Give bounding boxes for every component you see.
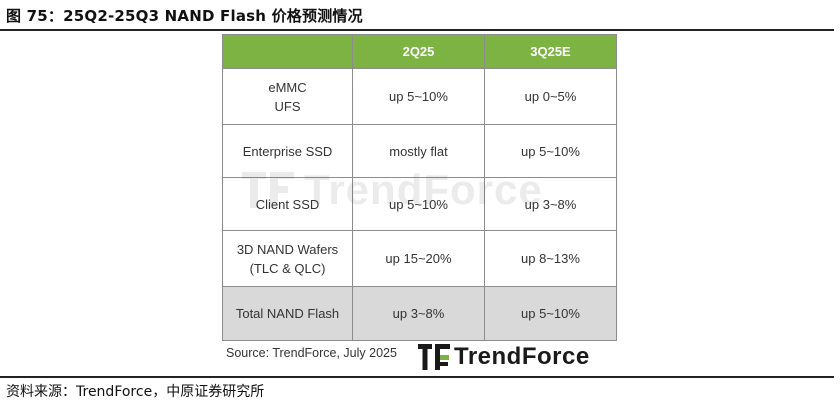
top-rule [0,29,834,31]
cell-3q25e: up 5~10% [484,124,617,178]
cell-2q25: up 5~10% [352,177,485,231]
cell-3q25e: up 8~13% [484,230,617,287]
row-label-client-ssd: Client SSD [222,177,353,231]
header-cell-3q25e: 3Q25E [484,34,617,69]
figure-source: 资料来源：TrendForce，中原证券研究所 [6,384,265,400]
table-header-row: 2Q25 3Q25E [222,34,617,69]
row-label-emmc-ufs: eMMC UFS [222,68,353,125]
row-label-3d-nand-wafers: 3D NAND Wafers (TLC & QLC) [222,230,353,287]
cell-3q25e: up 5~10% [484,286,617,341]
price-forecast-table: 2Q25 3Q25E eMMC UFS up 5~10% up 0~5% Ent… [222,34,617,341]
header-cell-empty [222,34,353,69]
figure-title: 图 75：25Q2-25Q3 NAND Flash 价格预测情况 [6,7,363,25]
row-label-line: eMMC [268,79,307,95]
header-cell-2q25: 2Q25 [352,34,485,69]
row-label-total-nand-flash: Total NAND Flash [222,286,353,341]
table-row: eMMC UFS up 5~10% up 0~5% [222,68,617,125]
cell-2q25: up 5~10% [352,68,485,125]
row-label-line: UFS [274,98,301,114]
brand-logo: TrendForce [418,342,590,372]
cell-3q25e: up 3~8% [484,177,617,231]
cell-2q25: up 3~8% [352,286,485,341]
table-row: Client SSD up 5~10% up 3~8% [222,177,617,231]
row-label-line: 3D NAND Wafers [236,241,339,257]
row-label-line: (TLC & QLC) [249,260,326,276]
chart-source-note: Source: TrendForce, July 2025 [226,346,397,360]
brand-name: TrendForce [454,343,590,370]
cell-3q25e: up 0~5% [484,68,617,125]
row-label-enterprise-ssd: Enterprise SSD [222,124,353,178]
trendforce-logo-icon [418,344,450,370]
bottom-rule [0,376,834,378]
cell-2q25: mostly flat [352,124,485,178]
table-row-total: Total NAND Flash up 3~8% up 5~10% [222,286,617,341]
cell-2q25: up 15~20% [352,230,485,287]
table-row: Enterprise SSD mostly flat up 5~10% [222,124,617,178]
table-row: 3D NAND Wafers (TLC & QLC) up 15~20% up … [222,230,617,287]
price-forecast-table-container: 2Q25 3Q25E eMMC UFS up 5~10% up 0~5% Ent… [222,34,617,341]
